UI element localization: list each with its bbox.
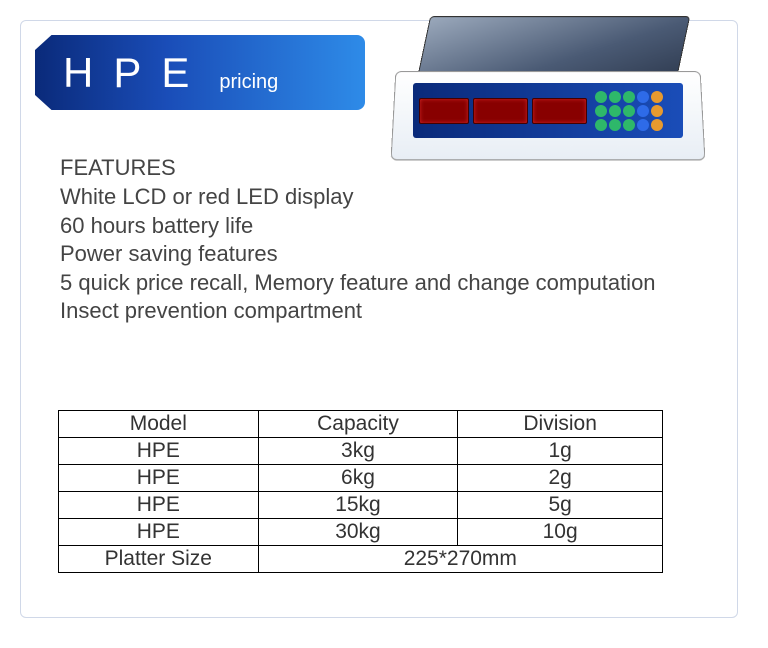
key-icon — [637, 91, 649, 103]
led-display-3 — [532, 98, 587, 124]
header-badge: HPE pricing — [35, 35, 365, 110]
cell-model: HPE — [59, 519, 259, 546]
cell-model: HPE — [59, 438, 259, 465]
product-subtitle: pricing — [219, 71, 278, 94]
key-icon — [651, 91, 663, 103]
key-icon — [595, 119, 607, 131]
cell-division: 10g — [458, 519, 663, 546]
scale-control-panel — [413, 83, 683, 138]
key-icon — [595, 105, 607, 117]
cell-platter-label: Platter Size — [59, 546, 259, 573]
feature-item: White LCD or red LED display — [60, 183, 698, 212]
key-icon — [651, 119, 663, 131]
led-display-2 — [473, 98, 528, 124]
table-row: HPE 15kg 5g — [59, 492, 663, 519]
table-row: HPE 30kg 10g — [59, 519, 663, 546]
cell-capacity: 15kg — [258, 492, 458, 519]
table-row: HPE 6kg 2g — [59, 465, 663, 492]
feature-item: Insect prevention compartment — [60, 297, 698, 326]
cell-capacity: 30kg — [258, 519, 458, 546]
key-icon — [609, 91, 621, 103]
key-icon — [609, 119, 621, 131]
key-icon — [623, 105, 635, 117]
cell-platter-value: 225*270mm — [258, 546, 662, 573]
table-row: HPE 3kg 1g — [59, 438, 663, 465]
led-display-1 — [419, 98, 469, 124]
col-header-division: Division — [458, 411, 663, 438]
key-icon — [623, 119, 635, 131]
cell-capacity: 6kg — [258, 465, 458, 492]
key-icon — [595, 91, 607, 103]
key-icon — [623, 91, 635, 103]
features-title: FEATURES — [60, 155, 698, 181]
keypad — [595, 91, 663, 131]
key-icon — [609, 105, 621, 117]
feature-item: 60 hours battery life — [60, 212, 698, 241]
cell-division: 2g — [458, 465, 663, 492]
col-header-model: Model — [59, 411, 259, 438]
feature-item: Power saving features — [60, 240, 698, 269]
key-icon — [637, 105, 649, 117]
cell-model: HPE — [59, 465, 259, 492]
cell-capacity: 3kg — [258, 438, 458, 465]
product-title: HPE — [63, 49, 209, 97]
spec-table: Model Capacity Division HPE 3kg 1g HPE 6… — [58, 410, 663, 573]
cell-division: 5g — [458, 492, 663, 519]
key-icon — [651, 105, 663, 117]
cell-division: 1g — [458, 438, 663, 465]
table-footer-row: Platter Size 225*270mm — [59, 546, 663, 573]
features-section: FEATURES White LCD or red LED display 60… — [60, 155, 698, 326]
key-icon — [637, 119, 649, 131]
cell-model: HPE — [59, 492, 259, 519]
feature-item: 5 quick price recall, Memory feature and… — [60, 269, 698, 298]
table-header-row: Model Capacity Division — [59, 411, 663, 438]
col-header-capacity: Capacity — [258, 411, 458, 438]
product-image — [393, 15, 713, 170]
